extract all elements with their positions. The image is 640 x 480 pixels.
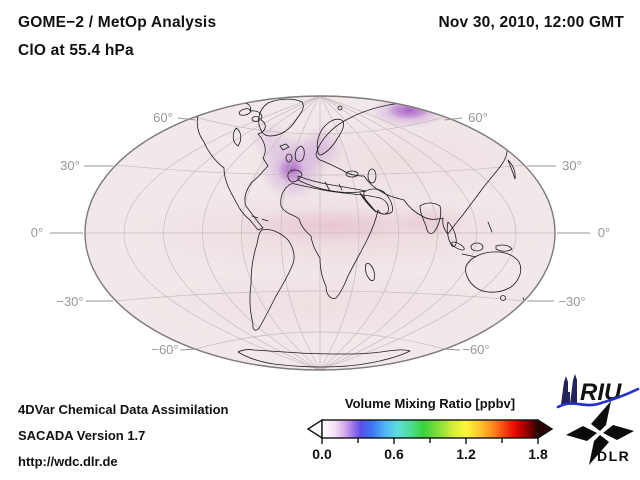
riu-wave-icon <box>556 387 640 409</box>
colorbar-tick-label: 1.8 <box>528 446 548 462</box>
lat-label: 60° <box>468 110 488 125</box>
colorbar-left-arrow <box>306 418 323 440</box>
colorbar-tick-label: 0.6 <box>384 446 404 462</box>
colorbar-title: Volume Mixing Ratio [ppbv] <box>345 396 515 411</box>
colorbar: Volume Mixing Ratio [ppbv] 0.0 0.6 1.2 1… <box>306 396 554 462</box>
footer-version-label: SACADA Version 1.7 <box>18 428 146 443</box>
cathedral-icon <box>561 374 577 404</box>
lat-label: −30° <box>558 294 585 309</box>
dlr-logo-text: DLR <box>597 448 630 464</box>
colorbar-gradient-bar <box>321 419 539 439</box>
latitude-labels: 60° 30° 0° −30° −60° 60° 30° 0° −30° −60… <box>31 110 610 357</box>
lat-label: 0° <box>31 225 43 240</box>
lat-label: −30° <box>56 294 83 309</box>
riu-logo-text: RIU <box>580 379 622 406</box>
lat-label: 30° <box>562 158 582 173</box>
footer-url-label: http://wdc.dlr.de <box>18 454 118 469</box>
hotspot-scandinavia <box>300 126 344 170</box>
graticule <box>85 96 555 370</box>
dlr-logo: DLR <box>566 401 634 465</box>
datetime-label: Nov 30, 2010, 12:00 GMT <box>438 14 624 31</box>
dlr-star-icon <box>566 401 634 465</box>
colorbar-tick-label: 0.0 <box>312 446 332 462</box>
colorbar-right-arrow <box>537 418 554 440</box>
lat-label: 60° <box>153 110 173 125</box>
riu-logo: RIU <box>556 374 640 409</box>
latitude-ticks <box>50 117 590 351</box>
lat-label: 0° <box>598 225 610 240</box>
lat-label: −60° <box>462 342 489 357</box>
lat-label: −60° <box>151 342 178 357</box>
colorbar-tick-label: 1.2 <box>456 446 476 462</box>
page-title: GOME−2 / MetOp Analysis <box>18 14 217 31</box>
lat-label: 30° <box>60 158 80 173</box>
footer-assimilation-label: 4DVar Chemical Data Assimilation <box>18 402 229 417</box>
colorbar-ticks <box>321 438 539 444</box>
map-border <box>84 95 556 371</box>
page-subtitle: ClO at 55.4 hPa <box>18 42 134 59</box>
